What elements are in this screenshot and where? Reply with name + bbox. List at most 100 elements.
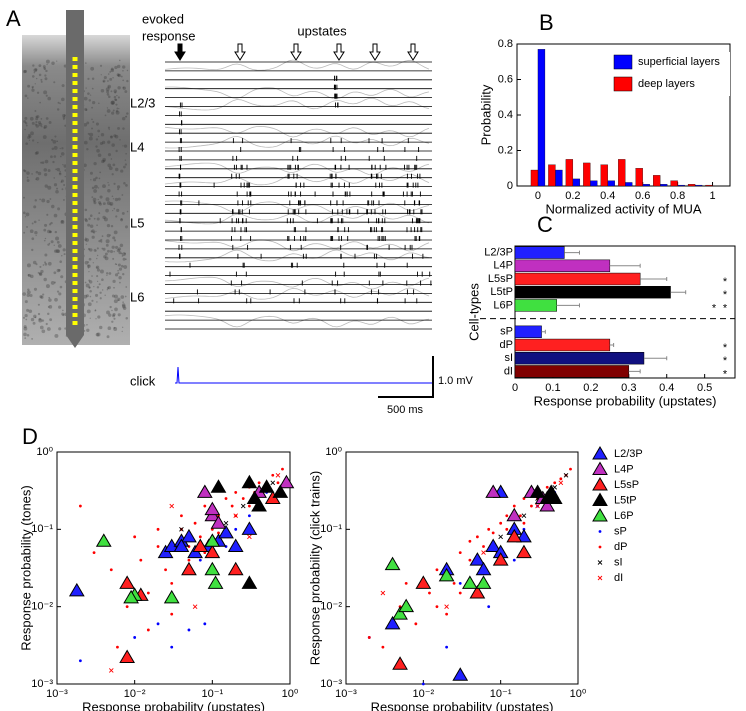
triangle-point <box>204 501 221 516</box>
cell-body <box>113 250 115 253</box>
cell-body <box>116 185 121 189</box>
cell-body <box>48 120 52 124</box>
y-tick-label: 10⁻² <box>31 601 53 613</box>
y-axis-label: Response probability (tones) <box>18 485 33 650</box>
bar <box>590 180 598 187</box>
dot-point <box>146 591 150 595</box>
cell-body <box>109 305 112 309</box>
cell-body <box>110 100 115 105</box>
cell-body <box>24 116 28 120</box>
cell-body <box>91 229 95 233</box>
cell-body <box>42 135 47 139</box>
cell-body <box>38 73 42 77</box>
cell-body <box>121 194 124 196</box>
y-tick-label: 10⁻² <box>320 601 342 613</box>
cell-body <box>42 293 45 296</box>
dot-point <box>234 527 238 531</box>
cell-body <box>99 291 102 294</box>
dot-point <box>133 535 137 539</box>
cell-body <box>105 243 109 247</box>
cell-body <box>115 149 118 153</box>
cell-body <box>49 198 52 200</box>
probe-tip <box>66 335 84 348</box>
cell-body <box>98 201 102 205</box>
cell-body <box>91 77 95 80</box>
cell-body <box>26 334 30 337</box>
cell-body <box>112 163 116 167</box>
dot-point <box>187 558 191 562</box>
bar <box>660 184 668 187</box>
cell-body <box>41 319 45 322</box>
cell-body <box>107 189 111 193</box>
triangle-point <box>438 567 455 582</box>
cell-body <box>114 98 117 101</box>
cell-body <box>86 121 90 125</box>
cell-body <box>44 77 48 81</box>
cell-body <box>117 313 121 317</box>
cell-body <box>61 97 65 102</box>
cell-body <box>32 260 37 265</box>
cell-body <box>117 96 120 99</box>
cell-body <box>124 163 128 166</box>
cell-body <box>24 313 28 318</box>
panel-a: A evoked response upstates L2/3 L4 L5 L6… <box>6 6 474 416</box>
bar <box>572 178 581 187</box>
cell-body <box>110 158 113 160</box>
cell-body <box>44 68 46 70</box>
cell-body <box>46 199 50 204</box>
cell-body <box>117 269 119 272</box>
cell-body <box>111 173 114 176</box>
bar <box>705 184 713 187</box>
triangle-point <box>392 656 408 670</box>
triangle-point <box>485 538 502 552</box>
cell-body <box>49 318 53 322</box>
bar <box>530 169 539 187</box>
cell-body <box>120 218 124 222</box>
cell-body <box>106 109 111 113</box>
cell-body <box>59 170 61 173</box>
site <box>72 113 78 117</box>
cell-body <box>87 264 91 269</box>
triangle-point <box>123 589 139 604</box>
cell-body <box>22 211 26 215</box>
dot-point <box>133 636 137 639</box>
site <box>72 241 78 245</box>
cell-body <box>120 264 124 268</box>
cell-body <box>88 99 92 102</box>
dot-point <box>458 581 462 585</box>
triangle-point <box>398 598 415 613</box>
triangle-point <box>241 521 258 535</box>
cell-body <box>93 217 96 220</box>
cell-body <box>113 182 116 185</box>
dot-point <box>271 473 275 477</box>
cell-body <box>24 300 28 304</box>
cell-body <box>33 314 37 319</box>
x-tick-label: 0.6 <box>635 190 650 202</box>
cell-body <box>99 325 103 330</box>
cell-body <box>108 272 112 275</box>
dot-point <box>435 605 439 609</box>
triangle-point <box>492 552 509 566</box>
cell-body <box>83 122 88 127</box>
lfp-trace <box>164 135 430 149</box>
cell-body <box>24 94 28 98</box>
dot-point <box>156 545 160 548</box>
site <box>72 209 78 213</box>
cell-body <box>115 109 119 113</box>
cell-body <box>113 230 118 235</box>
cell-body <box>26 290 31 295</box>
cell-body <box>83 163 87 168</box>
cell-body <box>126 112 129 115</box>
cell-body <box>96 149 100 153</box>
cell-body <box>115 103 118 106</box>
cell-body <box>91 235 95 239</box>
cell-body <box>125 152 127 155</box>
cell-body <box>30 131 34 136</box>
cell-body <box>92 262 94 264</box>
dot-point <box>458 591 462 595</box>
cell-body <box>116 73 120 77</box>
cell-body <box>22 292 26 296</box>
x-tick-label: 0 <box>535 190 541 202</box>
legend-marker <box>592 446 608 460</box>
dot-point <box>257 481 261 485</box>
